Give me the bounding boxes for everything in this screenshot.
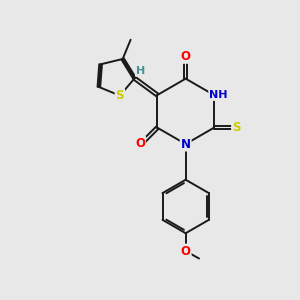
Text: S: S xyxy=(116,89,124,102)
Text: H: H xyxy=(136,66,145,76)
Text: O: O xyxy=(135,137,145,150)
Text: S: S xyxy=(232,121,241,134)
Text: O: O xyxy=(181,244,191,258)
Text: NH: NH xyxy=(209,90,228,100)
Text: O: O xyxy=(181,50,191,63)
Text: N: N xyxy=(181,138,191,151)
